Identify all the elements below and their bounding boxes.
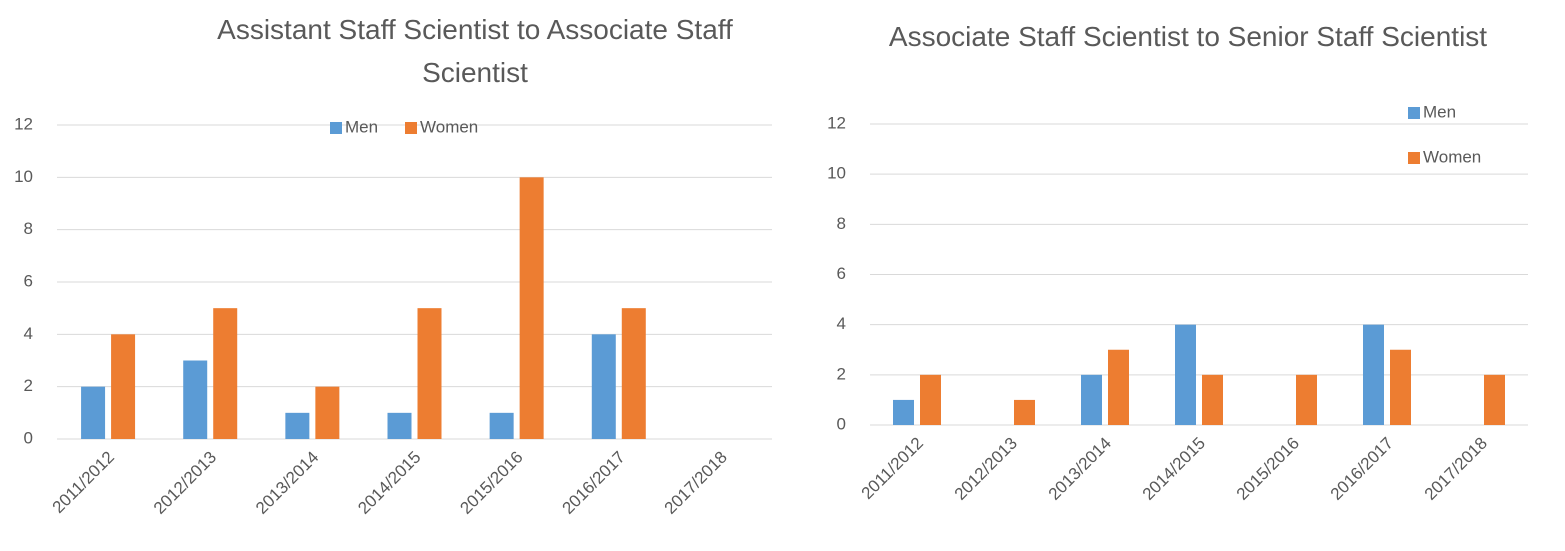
- x-tick-label: 2017/2018: [1421, 434, 1491, 504]
- bar: [387, 412, 412, 439]
- legend-label: Women: [420, 117, 478, 136]
- legend-label: Women: [1423, 147, 1481, 166]
- bar: [1014, 399, 1035, 425]
- bar: [1202, 374, 1223, 425]
- x-tick-label: 2012/2013: [150, 448, 220, 518]
- bar: [213, 308, 238, 439]
- bar: [315, 386, 340, 439]
- y-tick-label: 0: [837, 414, 846, 433]
- x-tick-label: 2011/2012: [49, 448, 118, 517]
- bar: [285, 412, 310, 439]
- y-tick-label: 8: [837, 214, 846, 233]
- chart-title: Assistant Staff Scientist to Associate S…: [217, 14, 733, 88]
- chart: Assistant Staff Scientist to Associate S…: [14, 14, 772, 518]
- x-tick-label: 2011/2012: [858, 434, 927, 503]
- x-tick-label: 2015/2016: [456, 448, 526, 518]
- bar: [1081, 374, 1102, 425]
- bar: [81, 386, 106, 439]
- legend-swatch: [330, 122, 342, 134]
- x-tick-label: 2015/2016: [1233, 434, 1303, 504]
- bar: [621, 308, 646, 439]
- y-tick-label: 4: [837, 314, 846, 333]
- y-tick-label: 10: [827, 164, 846, 183]
- legend-swatch: [1408, 152, 1420, 164]
- x-tick-label: 2014/2015: [354, 448, 424, 518]
- y-tick-label: 10: [14, 167, 33, 186]
- x-tick-label: 2016/2017: [559, 448, 629, 518]
- x-tick-label: 2013/2014: [252, 448, 322, 518]
- bar: [489, 412, 514, 439]
- bar: [183, 360, 208, 439]
- bar: [591, 334, 616, 439]
- title-box: Associate Staff Scientist to Senior Staf…: [888, 21, 1488, 52]
- bar: [1484, 374, 1505, 425]
- y-tick-label: 12: [14, 114, 33, 133]
- x-tick-label: 2013/2014: [1045, 434, 1115, 504]
- bar: [1175, 324, 1196, 425]
- legend-swatch: [405, 122, 417, 134]
- bar: [893, 399, 914, 425]
- bar: [1296, 374, 1317, 425]
- x-tick-label: 2016/2017: [1327, 434, 1397, 504]
- bar: [1108, 349, 1129, 425]
- y-tick-label: 12: [827, 113, 846, 132]
- bar: [519, 177, 544, 440]
- y-tick-label: 8: [24, 219, 33, 238]
- bar: [1390, 349, 1411, 425]
- y-tick-label: 2: [837, 364, 846, 383]
- bar: [1363, 324, 1384, 425]
- y-tick-label: 4: [24, 324, 33, 343]
- bar: [417, 308, 442, 439]
- x-tick-label: 2014/2015: [1139, 434, 1209, 504]
- legend-swatch: [1408, 107, 1420, 119]
- x-tick-label: 2017/2018: [661, 448, 731, 518]
- bar: [111, 334, 136, 439]
- y-tick-label: 0: [24, 428, 33, 447]
- chart: Associate Staff Scientist to Senior Staf…: [827, 21, 1528, 504]
- y-tick-label: 6: [24, 271, 33, 290]
- y-tick-label: 6: [837, 264, 846, 283]
- bar: [920, 374, 941, 425]
- x-tick-label: 2012/2013: [951, 434, 1021, 504]
- y-tick-label: 2: [24, 376, 33, 395]
- chart-title: Associate Staff Scientist to Senior Staf…: [888, 21, 1488, 52]
- legend-label: Men: [1423, 102, 1456, 121]
- title-box: Assistant Staff Scientist to Associate S…: [217, 14, 733, 88]
- legend-label: Men: [345, 117, 378, 136]
